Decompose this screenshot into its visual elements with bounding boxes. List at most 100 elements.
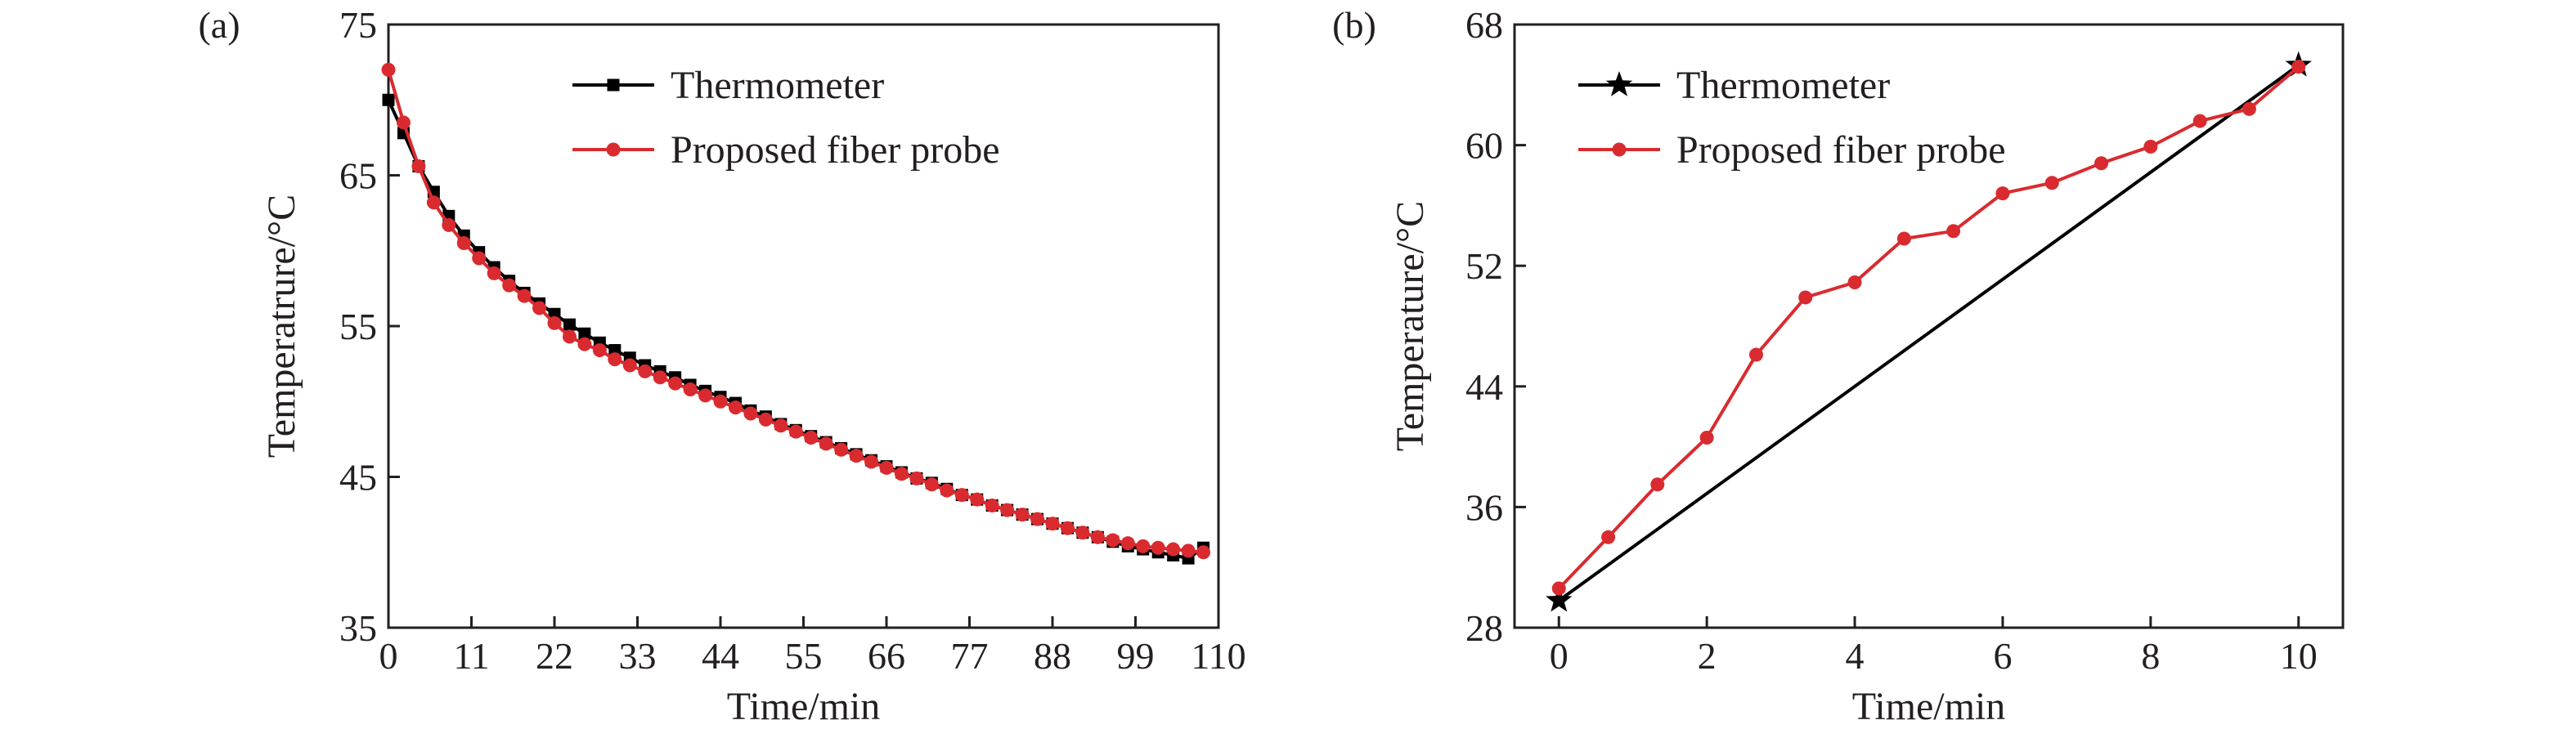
data-point <box>879 460 894 475</box>
data-point <box>1601 530 1616 544</box>
data-point <box>1196 545 1211 560</box>
y-tick-label: 68 <box>1465 4 1503 46</box>
data-point <box>940 483 954 498</box>
data-point <box>2192 114 2207 128</box>
data-point <box>683 382 698 396</box>
data-point <box>1151 540 1165 555</box>
data-point <box>804 431 819 445</box>
data-point <box>1120 536 1135 551</box>
x-tick-label: 88 <box>1034 635 1071 677</box>
data-point <box>622 358 637 373</box>
data-point <box>1896 231 1911 246</box>
data-point <box>456 236 471 251</box>
data-point <box>563 318 576 331</box>
data-point <box>592 343 607 358</box>
legend-marker <box>606 142 621 157</box>
data-point <box>442 217 456 232</box>
x-tick-label: 0 <box>1550 635 1568 677</box>
data-point <box>1847 275 1862 289</box>
data-point <box>638 364 653 378</box>
data-point <box>698 388 713 403</box>
data-point <box>487 266 501 280</box>
data-point <box>2291 60 2306 74</box>
x-tick-label: 0 <box>379 635 398 677</box>
data-point <box>909 471 924 485</box>
x-tick-label: 110 <box>1191 635 1245 677</box>
data-point <box>2094 156 2109 171</box>
data-point <box>1136 539 1151 553</box>
plot-frame <box>1513 23 2345 629</box>
legend-marker <box>1605 71 1633 96</box>
data-point <box>1166 542 1181 557</box>
data-point <box>1060 521 1075 535</box>
x-tick-label: 77 <box>951 635 989 677</box>
panel-label: (b) <box>1332 4 1376 46</box>
y-tick-label: 44 <box>1465 366 1503 408</box>
data-point <box>396 115 411 130</box>
data-point <box>1798 290 1813 305</box>
legend-entry: Proposed fiber probe <box>572 128 1000 172</box>
data-point <box>758 412 773 427</box>
data-point <box>788 424 803 439</box>
data-point <box>1699 431 1714 445</box>
data-point <box>834 442 849 457</box>
y-tick-label: 55 <box>339 306 377 347</box>
series-line <box>1558 64 2300 602</box>
data-point <box>1000 503 1015 517</box>
x-tick-label: 55 <box>785 635 823 677</box>
x-tick-label: 44 <box>702 635 739 677</box>
data-point <box>894 467 909 481</box>
data-point <box>924 477 939 492</box>
x-tick-label: 11 <box>453 635 489 677</box>
data-point <box>774 418 788 433</box>
data-point <box>1181 543 1196 558</box>
data-point <box>472 251 487 266</box>
chart-panel-b: 0 2 4 6 8 10283644526068Time/minTemperature/°… <box>1332 4 2345 728</box>
data-point <box>382 93 395 106</box>
data-point <box>1090 530 1105 544</box>
chart-panel-a: 0 11 22 33 44 55 66 77 88 99 110 35 45 55 65 75 Time/min… <box>198 4 1245 728</box>
y-tick-label: 35 <box>339 607 377 649</box>
y-tick-label: 28 <box>1465 607 1503 649</box>
data-point <box>532 301 547 315</box>
x-tick-label: 99 <box>1117 635 1155 677</box>
y-tick-label: 65 <box>339 155 377 197</box>
data-point <box>577 337 592 351</box>
data-point <box>2242 101 2256 116</box>
data-point <box>1015 508 1030 522</box>
x-tick-label: 10 <box>2280 635 2318 677</box>
legend-label: Thermometer <box>1676 64 1890 107</box>
y-axis-title: Temperatrure/°C <box>260 195 303 458</box>
legend-label: Proposed fiber probe <box>671 128 1000 172</box>
x-axis-title: Time/min <box>727 685 881 728</box>
x-axis-title: Time/min <box>1852 685 2006 728</box>
legend-entry: Proposed fiber probe <box>1578 128 2006 172</box>
data-point <box>985 499 999 513</box>
data-point <box>562 329 577 344</box>
x-tick-label: 4 <box>1846 635 1865 677</box>
x-tick-label: 66 <box>868 635 905 677</box>
legend-marker <box>1612 142 1627 157</box>
legend-entry: Thermometer <box>572 64 884 107</box>
data-point <box>668 376 683 391</box>
x-tick-label: 2 <box>1698 635 1717 677</box>
data-point <box>1045 517 1060 531</box>
data-point <box>954 488 969 503</box>
y-tick-label: 45 <box>339 457 377 499</box>
data-point <box>819 436 833 451</box>
panel-label: (a) <box>198 4 240 46</box>
data-point <box>2143 139 2158 154</box>
legend-label: Proposed fiber probe <box>1676 128 2006 172</box>
series-proposed-fiber-probe <box>381 62 1211 560</box>
data-point <box>1650 477 1665 492</box>
data-point <box>426 195 441 210</box>
legend-entry: Thermometer <box>1578 64 1890 107</box>
data-point <box>728 400 743 415</box>
data-point <box>849 449 864 463</box>
x-tick-label: 6 <box>1993 635 2012 677</box>
data-point <box>1551 581 1566 596</box>
data-point <box>653 370 667 385</box>
x-tick-label: 33 <box>619 635 657 677</box>
data-point <box>1546 586 1573 612</box>
